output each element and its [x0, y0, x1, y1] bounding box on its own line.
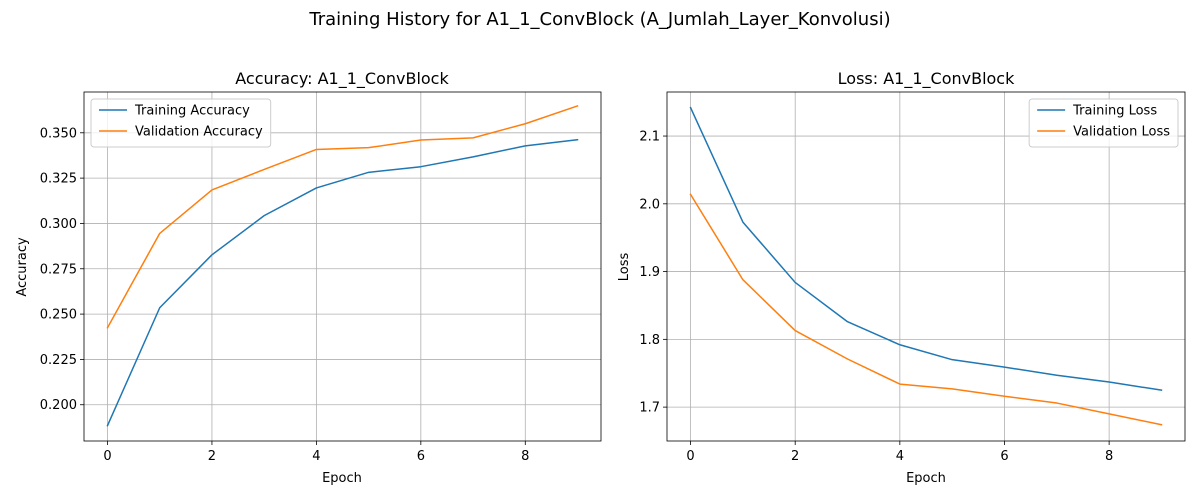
accuracy-legend-label: Validation Accuracy — [135, 125, 263, 140]
accuracy-x-tick-label: 6 — [417, 449, 425, 464]
accuracy-legend: Training Accuracy Validation Accuracy — [90, 98, 272, 148]
accuracy-series-line-validation — [106, 105, 579, 329]
accuracy-y-axis-label: Accuracy — [15, 237, 30, 297]
loss-legend-frame — [1028, 98, 1179, 148]
figure-title: Training History for A1_1_ConvBlock (A_J… — [308, 9, 890, 30]
loss-y-tick-label: 1.9 — [639, 265, 660, 280]
accuracy-plot-frame — [83, 91, 602, 442]
loss-x-tick-label: 6 — [1000, 449, 1008, 464]
accuracy-x-tick-label: 4 — [312, 449, 320, 464]
loss-x-tick-label: 8 — [1105, 449, 1113, 464]
loss-y-tick-label: 1.7 — [639, 401, 660, 416]
loss-x-tick-label: 2 — [791, 449, 799, 464]
loss-legend-label: Validation Loss — [1073, 125, 1170, 140]
accuracy-y-tick-label: 0.225 — [40, 353, 77, 368]
accuracy-x-axis-label: Epoch — [322, 471, 362, 486]
loss-plot-frame — [666, 91, 1186, 442]
accuracy-y-tick-label: 0.350 — [40, 126, 77, 141]
accuracy-x-tick-label: 8 — [521, 449, 529, 464]
loss-y-tick-label: 2.1 — [639, 130, 660, 145]
accuracy-chart-title: Accuracy: A1_1_ConvBlock — [235, 69, 449, 89]
loss-x-tick-label: 4 — [896, 449, 904, 464]
loss-series-line-validation — [689, 193, 1163, 426]
loss-legend-label: Training Loss — [1072, 104, 1157, 119]
accuracy-y-tick-label: 0.325 — [40, 172, 77, 187]
loss-chart-panel: Loss: A1_1_ConvBlock Epoch Loss 0 2 4 6 8 1.7… — [617, 69, 1186, 486]
accuracy-y-tick-label: 0.200 — [40, 398, 77, 413]
loss-legend: Training Loss Validation Loss — [1028, 98, 1179, 148]
loss-x-axis-label: Epoch — [906, 471, 946, 486]
accuracy-series-line-training — [106, 138, 579, 427]
accuracy-y-tick-label: 0.250 — [40, 308, 77, 323]
accuracy-x-tick-label: 2 — [208, 449, 216, 464]
loss-chart-title: Loss: A1_1_ConvBlock — [838, 69, 1015, 89]
accuracy-x-tick-label: 0 — [103, 449, 111, 464]
accuracy-legend-frame — [90, 98, 272, 148]
accuracy-legend-label: Training Accuracy — [134, 104, 250, 119]
loss-y-tick-label: 1.8 — [639, 333, 660, 348]
accuracy-y-tick-label: 0.300 — [40, 217, 77, 232]
loss-y-tick-label: 2.0 — [639, 197, 660, 212]
accuracy-chart-panel: Accuracy: A1_1_ConvBlock Epoch Accuracy … — [15, 69, 602, 486]
accuracy-y-tick-label: 0.275 — [40, 262, 77, 277]
loss-y-axis-label: Loss — [617, 253, 632, 282]
loss-x-tick-label: 0 — [686, 449, 694, 464]
loss-series-line-training — [689, 106, 1163, 392]
